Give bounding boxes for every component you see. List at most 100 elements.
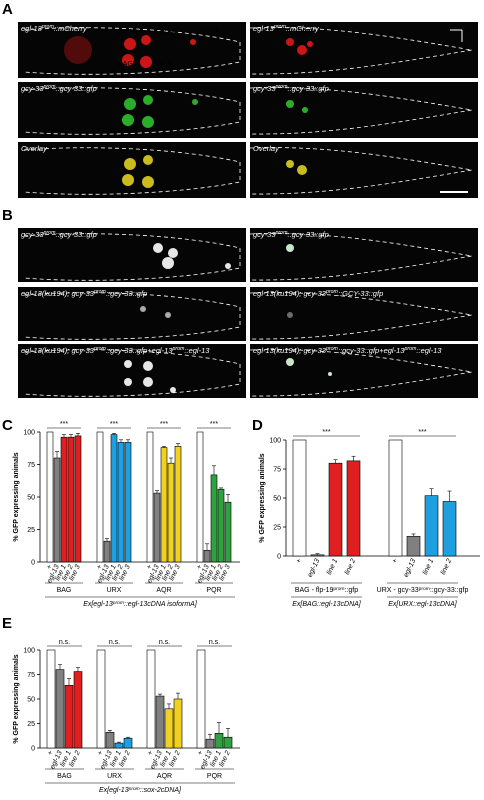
image-caption: egl-13(ku194); gcy-33prom::gcy-33::gfp bbox=[21, 289, 147, 298]
cell-signal bbox=[142, 116, 154, 128]
text-part: prom bbox=[403, 346, 417, 352]
category-label: egl-13 bbox=[307, 558, 322, 579]
cell-label: URXR bbox=[156, 29, 176, 36]
significance-label: *** bbox=[160, 421, 168, 428]
bar bbox=[74, 435, 82, 563]
bar bbox=[292, 439, 307, 557]
significance-label: *** bbox=[322, 429, 330, 436]
body-outline bbox=[23, 27, 241, 75]
cell-signal bbox=[141, 35, 151, 45]
y-axis-label: % GFP expressing animals bbox=[13, 452, 20, 541]
cell-signal bbox=[168, 248, 178, 258]
text-part: prom bbox=[275, 84, 289, 90]
cell-signal bbox=[328, 372, 332, 376]
text-part: ::gcy-33::gfp bbox=[106, 289, 147, 298]
text-part: ::gcy-33::gfp+egl-13 bbox=[338, 346, 405, 355]
panel-label: B bbox=[2, 207, 13, 224]
bar bbox=[114, 742, 124, 749]
bar bbox=[224, 501, 232, 563]
body-outline bbox=[249, 292, 473, 340]
cell-signal bbox=[307, 41, 313, 47]
bar bbox=[146, 649, 156, 749]
y-tick-label: 75 bbox=[27, 462, 35, 469]
group-label: BAG bbox=[57, 587, 72, 594]
cell-signal bbox=[286, 100, 294, 108]
bar bbox=[123, 737, 133, 749]
category-label: line 1 bbox=[326, 558, 339, 576]
bar bbox=[105, 732, 115, 749]
text-part: prom bbox=[128, 786, 140, 792]
bar bbox=[160, 447, 168, 563]
bar bbox=[67, 436, 75, 563]
y-tick-label: 50 bbox=[27, 495, 35, 502]
image-caption: egl-13prom::mCherry bbox=[253, 24, 320, 33]
bar bbox=[155, 695, 165, 749]
image-caption: egl-13prom::mCherry bbox=[21, 24, 88, 33]
significance-label: n.s. bbox=[209, 639, 220, 646]
cell-signal bbox=[143, 155, 153, 165]
bar bbox=[310, 554, 325, 557]
cell-signal bbox=[153, 243, 163, 253]
y-axis-label: % GFP expressing animals bbox=[259, 453, 266, 542]
footnote: Ex[egl-13prom::egl-13cDNA isoformA] bbox=[83, 600, 198, 609]
category-label: + bbox=[46, 564, 54, 571]
category-label: + bbox=[295, 558, 303, 565]
text-part: ::gcy-33::gfp bbox=[55, 230, 96, 239]
text-part: ::egl-13 bbox=[184, 346, 210, 355]
image-background bbox=[250, 228, 478, 282]
bar bbox=[196, 431, 204, 563]
image-background bbox=[18, 82, 246, 138]
text-part: prom bbox=[112, 600, 124, 606]
text-part: egl-13(ku194); gcy-33 bbox=[21, 346, 95, 355]
bar bbox=[328, 462, 343, 557]
text-part: prom bbox=[43, 84, 57, 90]
bar bbox=[346, 460, 361, 557]
bar bbox=[46, 649, 56, 749]
micrograph: gcy-33prom::gcy-33::gfp bbox=[249, 228, 478, 282]
text-part: prom bbox=[325, 289, 339, 295]
group-label: AQR bbox=[157, 773, 172, 780]
text-part: ::gcy-33::gfp bbox=[55, 84, 96, 93]
cell-signal bbox=[190, 39, 196, 45]
bar bbox=[110, 434, 118, 563]
category-label: line 2 bbox=[344, 558, 357, 576]
panel-label: D bbox=[252, 417, 263, 434]
text-part: BAG - flp-19 bbox=[295, 587, 334, 594]
significance-label: *** bbox=[210, 421, 218, 428]
micrograph: gcy-33prom::gcy-33::gfp bbox=[249, 82, 478, 138]
bar bbox=[388, 439, 403, 557]
text-part: ::gcy-33::gfp+egl-13 bbox=[106, 346, 173, 355]
bar bbox=[96, 649, 106, 749]
image-caption: gcy-33prom::gcy-33::gfp bbox=[253, 84, 329, 93]
cell-signal bbox=[122, 114, 134, 126]
micrograph: gcy-33prom::gcy-33::gfp bbox=[18, 228, 246, 282]
panel-label: A bbox=[2, 1, 13, 18]
image-background bbox=[250, 142, 478, 198]
text-part: ::sox-2cDNA] bbox=[140, 787, 182, 794]
text-part: ::mCherry bbox=[286, 24, 320, 33]
group-label: BAG bbox=[57, 773, 72, 780]
cell-signal bbox=[122, 54, 134, 66]
cell-signal bbox=[124, 38, 136, 50]
cell-signal bbox=[124, 98, 136, 110]
image-background bbox=[250, 82, 478, 138]
bar bbox=[117, 442, 125, 563]
text-part: prom bbox=[93, 289, 107, 295]
text-part: prom bbox=[41, 24, 55, 30]
footnote: Ex[BAG::egl-13cDNA] bbox=[292, 601, 362, 608]
body-outline bbox=[249, 147, 473, 195]
bar bbox=[124, 442, 132, 563]
cell-signal bbox=[286, 38, 294, 46]
micrograph: egl-13(ku194); gcy-33prom::gcy-33::gfp bbox=[18, 287, 246, 341]
text-part: prom bbox=[275, 230, 289, 236]
cell-signal bbox=[140, 306, 146, 312]
bar bbox=[103, 540, 111, 563]
significance-label: *** bbox=[418, 429, 426, 436]
y-tick-label: 0 bbox=[31, 560, 35, 567]
cell-label: URXL bbox=[156, 61, 175, 68]
bar bbox=[214, 732, 224, 749]
text-part: prom bbox=[171, 346, 185, 352]
image-background bbox=[250, 22, 478, 78]
group-label: URX bbox=[107, 587, 122, 594]
